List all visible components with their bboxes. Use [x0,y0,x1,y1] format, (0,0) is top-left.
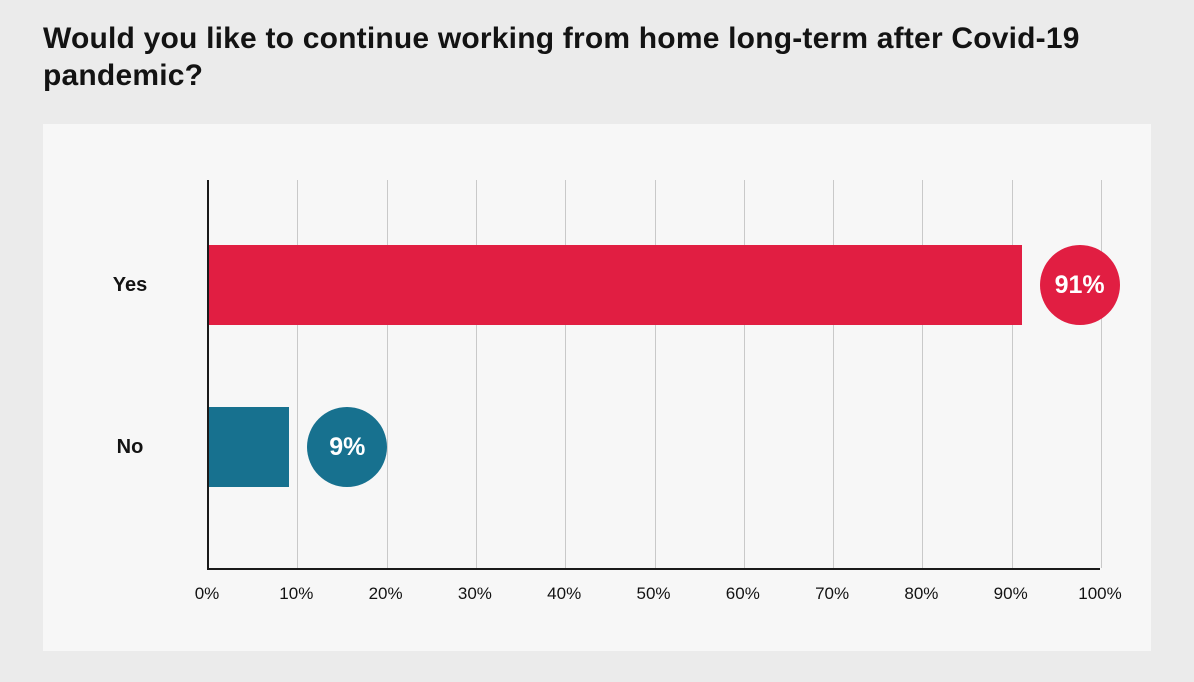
gridline [297,180,299,568]
gridline [565,180,567,568]
category-label-no: No [116,436,144,458]
gridline [1011,180,1013,568]
gridline [475,180,477,568]
gridline [386,180,388,568]
x-tick-label: 30% [457,584,492,603]
plot-area: 91% 9% [207,180,1120,570]
gridline [833,180,835,568]
x-tick-label: 50% [636,584,671,603]
x-tick-label: 40% [547,584,582,603]
bar-yes [209,245,1022,325]
x-tick-label: 100% [1078,584,1122,603]
x-tick-label: 60% [725,584,760,603]
chart-panel: 91% 9% Yes No 0% 10% 20% 30% 40% 50% 60% 70% 80% 90%… [43,124,1151,651]
bar-no [209,407,290,487]
gridline [922,180,924,568]
gridline [743,180,745,568]
x-tick-label: 80% [904,584,939,603]
x-tick-label: 0% [194,584,220,603]
x-tick-label: 20% [368,584,403,603]
category-label-yes: Yes [112,274,148,296]
chart-title: Would you like to continue working from … [43,22,1080,92]
value-badge-no: 9% [307,407,388,487]
gridline [1101,180,1102,568]
x-tick-label: 10% [279,584,314,603]
value-badge-yes: 91% [1039,245,1120,325]
x-tick-label: 70% [815,584,850,603]
gridline [654,180,656,568]
x-tick-label: 90% [993,584,1028,603]
